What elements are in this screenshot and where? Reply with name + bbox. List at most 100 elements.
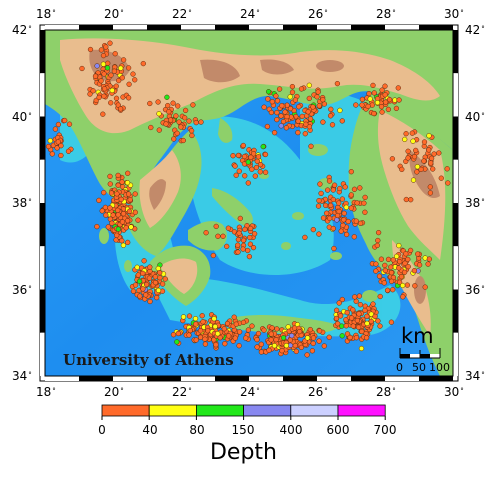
earthquake-event (152, 279, 159, 286)
earthquake-event (132, 77, 138, 83)
earthquake-event (289, 333, 295, 339)
earthquake-event (411, 154, 418, 160)
earthquake-event (200, 319, 206, 325)
lon-tick-top-28: 28° (376, 7, 396, 21)
earthquake-event (250, 244, 257, 251)
earthquake-event (90, 88, 96, 94)
earthquake-event (257, 161, 264, 168)
earthquake-event (190, 102, 196, 108)
earthquake-event (393, 105, 400, 112)
earthquake-event (358, 345, 365, 352)
earthquake-event (366, 90, 372, 97)
legend-tick-80: 80 (189, 423, 205, 437)
earthquake-event (119, 219, 126, 225)
earthquake-event (305, 109, 311, 115)
earthquake-event (404, 282, 411, 288)
earthquake-event (199, 313, 205, 319)
earthquake-event (154, 294, 160, 301)
frame-segment-bottom (317, 376, 351, 381)
earthquake-event (255, 330, 262, 337)
earthquake-event (279, 348, 285, 354)
earthquake-event (359, 102, 365, 108)
earthquake-event (273, 93, 279, 99)
earthquake-event (115, 212, 121, 218)
earthquake-event (157, 270, 163, 276)
earthquake-event (180, 137, 186, 144)
earthquake-event (372, 313, 378, 320)
earthquake-event (130, 288, 137, 294)
earthquake-event (405, 263, 411, 270)
earthquake-event (280, 335, 287, 341)
earthquake-event (187, 327, 193, 334)
earthquake-event (353, 335, 360, 341)
earthquake-event (261, 327, 267, 333)
earthquake-event (115, 226, 121, 232)
earthquake-event (379, 109, 385, 115)
topography (45, 30, 453, 376)
earthquake-event (258, 349, 265, 355)
earthquake-event (108, 72, 114, 78)
earthquake-event (428, 155, 435, 161)
earthquake-event (362, 209, 368, 215)
earthquake-event (101, 189, 107, 196)
earthquake-event (143, 292, 149, 298)
lon-tick-bottom-28: 28° (376, 385, 396, 399)
earthquake-event (400, 294, 406, 300)
earthquake-event (100, 61, 107, 67)
earthquake-event (115, 102, 121, 108)
earthquake-event (430, 166, 436, 172)
earthquake-event (217, 335, 223, 341)
earthquake-event (215, 233, 221, 239)
earthquake-event (324, 187, 331, 193)
earthquake-event (107, 181, 113, 187)
earthquake-event (213, 342, 219, 348)
earthquake-event (111, 68, 118, 74)
earthquake-event (350, 323, 356, 329)
earthquake-event (212, 323, 218, 330)
earthquake-event (377, 323, 383, 329)
earthquake-event (268, 331, 274, 337)
earthquake-event (371, 90, 377, 96)
earthquake-event (314, 94, 320, 100)
earthquake-event (351, 234, 357, 240)
earthquake-event (134, 264, 140, 270)
earthquake-event (132, 209, 138, 215)
legend-tick-150: 150 (231, 423, 255, 437)
lon-tick-bottom-22: 22° (172, 385, 192, 399)
earthquake-event (344, 331, 351, 337)
frame-segment-top (45, 25, 79, 30)
earthquake-event (159, 281, 166, 287)
earthquake-event (403, 131, 409, 137)
earthquake-event (388, 319, 395, 325)
earthquake-event (287, 105, 294, 112)
earthquake-event (343, 231, 350, 238)
earthquake-event (202, 341, 209, 347)
earthquake-event (396, 265, 402, 271)
earthquake-event (108, 100, 114, 106)
earthquake-event (147, 264, 153, 270)
earthquake-event (252, 173, 258, 179)
earthquake-event (348, 205, 354, 211)
earthquake-event (411, 268, 418, 274)
earthquake-event (348, 169, 354, 175)
earthquake-event (116, 77, 122, 84)
earthquake-event (413, 147, 419, 154)
earthquake-event (140, 60, 146, 67)
lon-tick-top-20: 20° (104, 7, 124, 21)
frame-segment-top (419, 25, 453, 30)
earthquake-event (156, 111, 162, 117)
earthquake-event (400, 282, 406, 289)
earthquake-event (105, 60, 111, 66)
earthquake-event (331, 182, 338, 188)
earthquake-event (336, 300, 342, 306)
earthquake-event (128, 224, 134, 230)
lat-tick-right-40: 40° (465, 110, 485, 124)
earthquake-event (282, 109, 288, 115)
earthquake-event (109, 87, 115, 94)
frame-segment-left (40, 332, 45, 376)
earthquake-event (341, 217, 347, 223)
earthquake-event (264, 123, 271, 130)
earthquake-event (416, 262, 423, 268)
earthquake-event (148, 124, 154, 131)
